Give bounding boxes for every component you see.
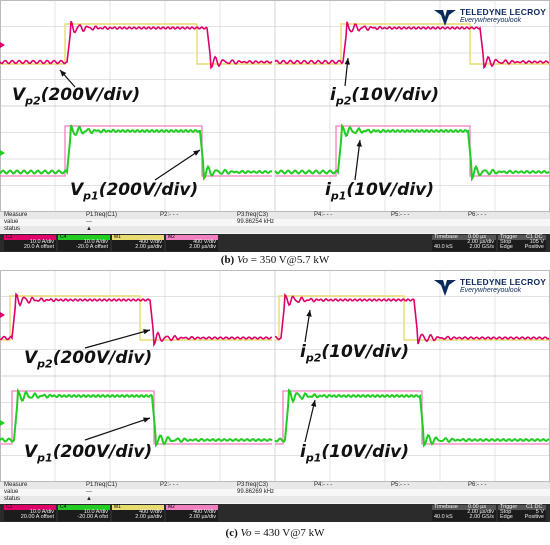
channel-m2[interactable]: M2 400 V/div 2.00 µs/div (166, 504, 218, 521)
trigger-box[interactable]: Trigger C1 DC Stop 5 V Edge Positive (498, 504, 546, 521)
label-vp1: Vp1(200V/div) (24, 442, 153, 465)
channel-c1[interactable]: C1 10.0 A/div 20.0 A offset (4, 234, 56, 251)
annotation-arrow-3-head (310, 400, 317, 407)
trace-ip2 (275, 295, 549, 341)
trace-vp1 (0, 387, 273, 448)
annotation-arrow-1-head (344, 58, 350, 65)
trigger-box[interactable]: Trigger C1 DC Stop 105 V Edge Positive (498, 234, 546, 251)
label-vp2: Vp2(200V/div) (24, 348, 153, 371)
measure-table: Measure P1:freq(C1) P2:- - - P3:freq(C3)… (0, 482, 550, 504)
annotation-arrow-0 (84, 329, 151, 349)
trace-vp1 (274, 123, 550, 182)
label-ip2: ip2(10V/div) (300, 342, 409, 365)
marker-c4 (0, 420, 5, 426)
logo-name: TELEDYNE LECROY (460, 277, 547, 287)
channel-m1[interactable]: M1 400 V/div 2.00 µs/div (112, 234, 164, 251)
measure-table: Measure P1:freq(C1) P2:- - - P3:freq(C3)… (0, 212, 550, 234)
logo-tagline: Everywhereyoulook (460, 17, 522, 24)
measure-row-value: value --- 99.86269 kHz (0, 489, 550, 496)
trace-ip2 (275, 23, 549, 65)
annotation-arrow-2-head (143, 417, 150, 423)
figure-caption: (b) Vo = 350 V@5.7 kW (220, 254, 330, 266)
waveform-canvas (0, 0, 550, 212)
trace-ip2 (0, 23, 272, 65)
trace-ip1 (0, 125, 272, 177)
annotation-arrow-3 (354, 139, 361, 181)
measure-row-status: status ▲ (0, 226, 550, 233)
channel-m2[interactable]: M2 400 V/div 2.00 µs/div (166, 234, 218, 251)
channel-c4[interactable]: C4 10.0 A/div -20.00 A ofst (58, 504, 110, 521)
channel-m1[interactable]: M1 400 V/div 2.00 µs/div (112, 504, 164, 521)
oscilloscope-display: TELEDYNE LECROY Everywhereyoulook Vp2(20… (0, 270, 550, 482)
trace-ip1 (275, 125, 549, 177)
trace-vp2 (0, 292, 273, 348)
lecroy-logo-icon (434, 280, 456, 296)
scope-panel-c: TELEDYNE LECROY Everywhereyoulook Vp2(20… (0, 270, 550, 545)
trace-vp1 (0, 124, 273, 181)
label-ip1: ip1(10V/div) (325, 180, 434, 203)
label-ip2: ip2(10V/div) (330, 85, 439, 108)
measure-row-value: value --- 99.86254 kHz (0, 219, 550, 226)
trace-ip1 (0, 390, 272, 445)
annotation-arrow-0-head (143, 329, 150, 335)
label-ip1: ip1(10V/div) (300, 442, 409, 465)
label-vp1: Vp1(200V/div) (70, 180, 199, 203)
label-vp2: Vp2(200V/div) (12, 85, 141, 108)
teledyne-lecroy-logo: TELEDYNE LECROY Everywhereyoulook (434, 6, 547, 28)
marker-c1 (0, 42, 5, 48)
oscilloscope-display: TELEDYNE LECROY Everywhereyoulook Vp2(20… (0, 0, 550, 212)
annotation-arrow-3-head (356, 140, 362, 147)
channel-bar: C1 10.0 A/div 20.00 A offset C4 10.0 A/div -… (0, 504, 550, 522)
scope-panel-b: TELEDYNE LECROY Everywhereyoulook Vp2(20… (0, 0, 550, 270)
timebase-box[interactable]: Timebase 0.00 µs 2.00 µs/div 40.0 kS 2.00… (432, 234, 496, 251)
measure-row-header: Measure P1:freq(C1) P2:- - - P3:freq(C3)… (0, 212, 550, 219)
annotation-arrow-2-head (193, 150, 200, 156)
logo-tagline: Everywhereyoulook (460, 287, 522, 294)
logo-name: TELEDYNE LECROY (460, 7, 547, 17)
trace-vp2 (0, 20, 273, 70)
waveform-canvas (0, 270, 550, 482)
annotation-arrow-2 (84, 417, 151, 441)
lecroy-logo-icon (434, 10, 456, 26)
annotation-arrow-2 (154, 149, 201, 181)
marker-c1 (0, 312, 5, 318)
trace-ip1 (275, 390, 549, 445)
channel-c4[interactable]: C4 10.0 A/div -20.0 A offset (58, 234, 110, 251)
channel-bar: C1 10.0 A/div 20.0 A offset C4 10.0 A/div -2… (0, 234, 550, 252)
trace-vp2 (274, 21, 550, 70)
trace-vp2 (274, 292, 550, 345)
annotation-arrow-1-head (306, 310, 312, 317)
annotation-arrow-0-head (60, 70, 67, 77)
trace-vp1 (274, 388, 550, 448)
figure-caption: (c) Vo = 430 V@7 kW (225, 527, 325, 539)
channel-c1[interactable]: C1 10.0 A/div 20.00 A offset (4, 504, 56, 521)
measure-row-status: status ▲ (0, 496, 550, 503)
measure-row-header: Measure P1:freq(C1) P2:- - - P3:freq(C3)… (0, 482, 550, 489)
timebase-box[interactable]: Timebase 0.00 µs 2.00 µs/div 40.0 kS 2.00… (432, 504, 496, 521)
marker-c4 (0, 150, 5, 156)
annotation-arrow-3 (304, 399, 316, 443)
teledyne-lecroy-logo: TELEDYNE LECROY Everywhereyoulook (434, 276, 547, 298)
